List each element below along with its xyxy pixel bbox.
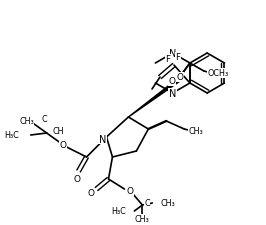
Text: C: C [144,199,150,208]
Text: CH₃: CH₃ [189,127,203,136]
Text: F: F [165,55,171,64]
Text: N: N [99,134,106,144]
Text: O: O [87,189,94,198]
Text: CH₃: CH₃ [160,199,175,208]
Polygon shape [128,78,181,117]
Text: C: C [42,115,47,124]
Text: H₃C: H₃C [112,207,126,216]
Text: H₃C: H₃C [4,131,19,140]
Text: CH₃: CH₃ [19,117,34,126]
Text: N: N [169,49,176,59]
Text: O: O [59,141,66,150]
Text: N: N [169,89,176,99]
Text: CH₃: CH₃ [135,215,150,223]
Text: O: O [73,175,80,184]
Text: O: O [127,187,134,196]
Text: CH: CH [53,127,64,136]
Text: F: F [176,53,180,62]
Text: O: O [176,73,184,82]
Text: O: O [168,77,176,86]
Text: OCH₃: OCH₃ [207,69,228,78]
